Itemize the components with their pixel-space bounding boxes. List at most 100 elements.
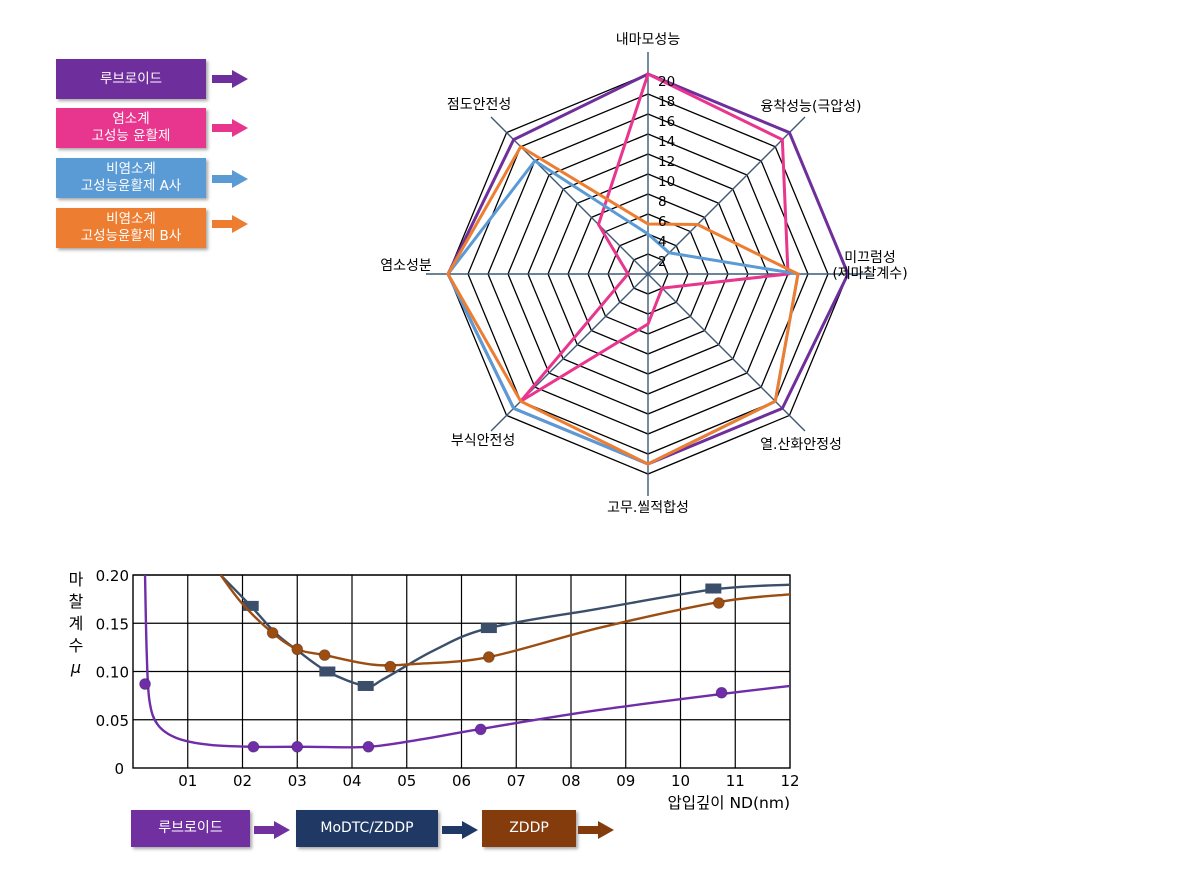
x-tick-label: 03 (288, 772, 307, 790)
legend-label: 비염소계 고성능윤활제 A사 (80, 161, 182, 194)
legend-label: MoDTC/ZDDP (320, 820, 414, 836)
radar-spoke (490, 116, 649, 275)
radar-scale-label: 10 (658, 174, 675, 190)
legend-item-zddp: ZDDP (482, 810, 576, 847)
data-point-square (357, 680, 374, 691)
radar-scale-label: 2 (658, 254, 667, 270)
x-tick-label: 05 (397, 772, 416, 790)
arrow-right-icon (212, 119, 248, 137)
data-point-circle (139, 678, 151, 690)
data-point-circle (384, 660, 397, 673)
radar-series (446, 71, 850, 466)
data-point-square (242, 600, 259, 611)
legend-item-non-chlorinated-a: 비염소계 고성능윤활제 A사 (56, 158, 206, 198)
x-tick-label: 04 (342, 772, 361, 790)
data-point-square (705, 583, 722, 594)
legend-label: 루브로이드 (99, 70, 163, 87)
legend-label: 비염소계 고성능윤활제 B사 (80, 211, 182, 244)
radar-axis-label: 열.산화안정성 (760, 437, 842, 453)
arrow-right-icon (212, 70, 248, 88)
x-tick-label: 09 (616, 772, 635, 790)
data-point-circle (712, 597, 725, 609)
radar-spoke (647, 273, 806, 432)
series-line (219, 575, 790, 688)
arrow-right-icon (254, 821, 290, 839)
radar-axis-label: 미끄럼성 (제마찰계수) (832, 250, 907, 282)
legend-item-lubroid-line: 루브로이드 (131, 810, 250, 847)
legend-item-modtc-zddp: MoDTC/ZDDP (296, 810, 438, 847)
radar-axis-label-line: 미끄럼성 (844, 250, 896, 266)
radar-scale-label: 20 (658, 74, 675, 90)
line-tick-labels: 01 02 03 04 05 06 07 08 09 10 11 12 0 0.05 0.10 0.15 0.2… (96, 567, 800, 790)
y-tick-label: 0.20 (96, 567, 129, 585)
radar-scale-label: 18 (658, 94, 675, 110)
y-tick-label: 0.05 (96, 712, 129, 730)
data-point-circle (715, 686, 728, 699)
legend-item-lubroid: 루브로이드 (56, 59, 206, 99)
data-point-square (319, 666, 336, 677)
radar-scale-label: 6 (658, 214, 667, 230)
legend-label: ZDDP (509, 820, 549, 836)
x-tick-label: 08 (561, 772, 580, 790)
arrow-right-icon (442, 821, 478, 839)
y-tick-label: 0.10 (96, 664, 129, 682)
radar-scale-label: 12 (658, 154, 675, 170)
radar-grid (426, 52, 870, 496)
radar-spoke (490, 273, 649, 432)
x-tick-label: 01 (178, 772, 197, 790)
data-point-circle (247, 740, 260, 753)
radar-scale-label: 8 (658, 194, 667, 210)
radar-axis-label: 고무.씰적합성 (607, 500, 689, 516)
data-point-circle (474, 723, 487, 736)
radar-axis-label: 점도안전성 (447, 97, 511, 113)
radar-series-line (519, 71, 790, 403)
radar-scale-label: 16 (658, 114, 675, 130)
data-point-circle (482, 651, 495, 663)
data-point-square (480, 623, 497, 634)
legend-label: 루브로이드 (158, 820, 223, 836)
x-tick-label: 11 (726, 772, 745, 790)
data-point-circle (362, 740, 375, 753)
y-tick-label: 0 (114, 760, 124, 778)
y-tick-label: 0.15 (96, 615, 129, 633)
line-grid (132, 574, 791, 769)
radar-axis-label-line: (제마찰계수) (832, 266, 907, 282)
radar-series-line (446, 144, 800, 466)
radar-scale-labels: 2 4 6 8 10 12 14 16 18 20 (658, 74, 675, 270)
radar-spoke (647, 116, 806, 275)
x-tick-label: 02 (233, 772, 252, 790)
radar-scale-label: 14 (658, 134, 675, 150)
series-line (143, 575, 790, 749)
legend-item-chlorinated: 염소계 고성능 윤활제 (56, 108, 206, 148)
y-axis-label-char: 계 (69, 614, 84, 633)
legend-label: 염소계 고성능 윤활제 (91, 111, 171, 144)
x-tick-label: 06 (452, 772, 471, 790)
radar-axis-label: 내마모성능 (616, 32, 681, 48)
line-series (139, 575, 790, 753)
x-tick-label: 10 (671, 772, 690, 790)
x-tick-label: 12 (780, 772, 799, 790)
data-point-circle (266, 627, 279, 639)
y-axis-label-char: μ (70, 658, 81, 677)
radar-axis-label: 염소성분 (380, 258, 432, 274)
data-point-circle (318, 649, 331, 661)
x-tick-label: 07 (507, 772, 526, 790)
arrow-right-icon (578, 821, 614, 839)
y-axis-label-char: 수 (69, 636, 84, 655)
data-point-circle (291, 643, 304, 656)
series-line (219, 575, 790, 667)
x-axis-label: 압입깊이 ND(nm) (667, 794, 790, 812)
legend-item-non-chlorinated-b: 비염소계 고성능윤활제 B사 (56, 208, 206, 248)
y-axis-label-char: 찰 (69, 592, 84, 611)
data-point-circle (291, 740, 304, 753)
plot-frame (132, 574, 791, 769)
radar-axis-label: 부식안전성 (451, 433, 515, 449)
y-axis-label-char: 마 (69, 570, 84, 589)
arrow-right-icon (212, 170, 248, 188)
arrow-right-icon (212, 215, 248, 233)
radar-axis-label: 융착성능(극압성) (760, 99, 861, 115)
radar-scale-label: 4 (658, 234, 667, 250)
